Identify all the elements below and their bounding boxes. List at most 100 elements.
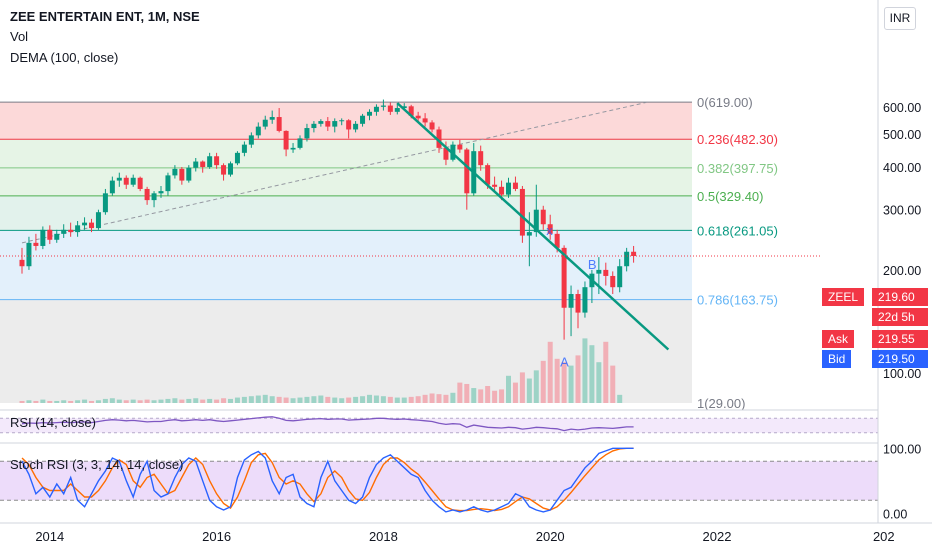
stoch-d-line — [21, 447, 634, 512]
candle-body — [457, 144, 463, 150]
volume-bar — [179, 399, 185, 403]
candle-body — [130, 177, 136, 185]
candle — [422, 113, 428, 127]
candle-body — [61, 229, 67, 234]
fib-zone-0.382 — [0, 167, 692, 196]
volume-bar — [304, 396, 310, 403]
currency-button[interactable]: INR — [884, 7, 916, 30]
candle-body — [68, 229, 74, 233]
candle — [40, 226, 46, 250]
volume-bar — [603, 341, 609, 403]
rsi-band — [0, 418, 878, 433]
candle-body — [47, 229, 53, 240]
candle-body — [554, 233, 560, 248]
candle-body — [373, 106, 379, 112]
candle-body — [186, 167, 192, 181]
symbol-tag-label: ZEEL — [822, 288, 865, 306]
candle-body — [353, 123, 359, 130]
volume-bar — [478, 389, 484, 403]
candle-body — [519, 188, 525, 236]
volume-bar — [339, 398, 345, 403]
candle-body — [207, 156, 213, 167]
candle-body — [241, 144, 247, 153]
volume-bar — [373, 395, 379, 403]
bid-value: 219.50 — [872, 350, 928, 368]
volume-bar — [457, 382, 463, 403]
candle — [179, 166, 185, 185]
candle — [561, 245, 567, 340]
volume-bar — [526, 378, 532, 403]
annotation-b: B — [588, 257, 597, 272]
candle-body — [360, 115, 366, 124]
fib-label-0: 0(619.00) — [697, 95, 753, 110]
candle-body — [172, 168, 178, 176]
candle — [193, 157, 199, 172]
volume-bar — [102, 398, 108, 403]
volume-bar — [533, 370, 539, 403]
candle — [255, 122, 261, 139]
volume-bar — [394, 397, 400, 403]
volume-bar — [40, 399, 46, 403]
candle-body — [193, 161, 199, 168]
volume-bar — [596, 362, 602, 403]
volume-bar — [568, 365, 574, 403]
candle-body — [387, 105, 393, 112]
fib-diagonal-line — [21, 101, 648, 244]
volume-bar — [429, 393, 435, 403]
candle — [526, 212, 532, 267]
stoch-rsi-legend[interactable]: Stoch RSI (3, 3, 14, 14, close) — [10, 457, 184, 472]
fib-label-0.618: 0.618(261.05) — [697, 223, 778, 238]
volume-bar — [54, 400, 60, 403]
candle — [394, 103, 400, 115]
volume-bar — [144, 399, 150, 403]
candle — [248, 132, 254, 148]
candle — [54, 229, 60, 243]
volume-bar — [360, 396, 366, 403]
vol-legend[interactable]: Vol — [10, 29, 29, 44]
candle-body — [394, 108, 400, 112]
candle — [582, 281, 588, 318]
candle-body — [179, 168, 185, 181]
candle-body — [255, 126, 261, 136]
time-tick-label: 2016 — [202, 529, 231, 544]
candle-body — [248, 135, 254, 145]
candle-body — [408, 106, 414, 116]
volume-bar — [26, 400, 32, 403]
volume-bar — [151, 400, 157, 403]
volume-bar — [499, 389, 505, 403]
candle — [214, 152, 220, 169]
price-tick-label: 500.00 — [883, 128, 921, 142]
candle-body — [436, 129, 442, 148]
candle-body — [318, 121, 324, 124]
candle-body — [214, 156, 220, 166]
volume-bar — [172, 398, 178, 403]
candle-body — [262, 119, 268, 127]
rsi-legend[interactable]: RSI (14, close) — [10, 415, 96, 430]
candle — [19, 247, 25, 274]
volume-bar — [471, 388, 477, 403]
candle — [137, 176, 143, 192]
candle — [89, 218, 94, 233]
candle-body — [54, 233, 60, 240]
trendline-group[interactable] — [396, 102, 670, 351]
candle — [200, 160, 206, 173]
volume-bar — [158, 399, 164, 403]
candle — [617, 259, 623, 293]
candle-body — [40, 229, 46, 246]
volume-bar — [519, 372, 525, 403]
volume-bar — [33, 400, 39, 403]
candle — [478, 145, 484, 171]
candle-body — [506, 182, 511, 195]
volume-bar — [318, 395, 324, 403]
candle — [109, 176, 115, 196]
candle-body — [575, 294, 581, 313]
stoch-rsi-pane — [0, 442, 878, 513]
symbol-title[interactable]: ZEE ENTERTAIN ENT, 1M, NSE — [10, 9, 200, 24]
candle-body — [478, 151, 484, 166]
volume-bar — [353, 396, 359, 403]
volume-bar — [485, 386, 491, 403]
candle — [116, 172, 122, 187]
dema-legend[interactable]: DEMA (100, close) — [10, 50, 119, 65]
